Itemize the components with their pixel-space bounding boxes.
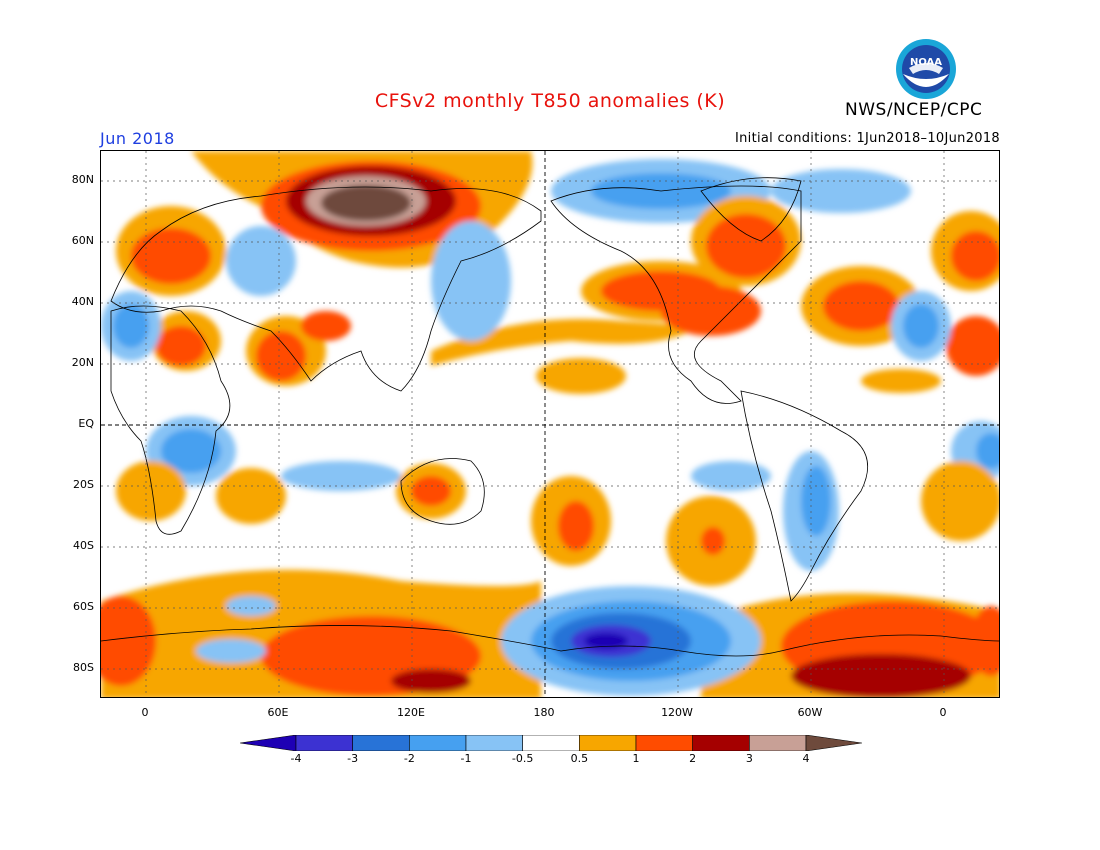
lat-label: 40S (73, 539, 94, 552)
equator-dateline (101, 151, 999, 697)
lon-label: 60E (267, 706, 289, 719)
colorbar-tick-label: 0.5 (570, 752, 589, 765)
max-warm-arctic (321, 185, 411, 221)
colorbar-tick-label: -4 (290, 752, 302, 765)
europe-asia-outline (110, 186, 542, 392)
initial-conditions: Initial conditions: 1Jun2018–10Jun2018 (734, 131, 1000, 146)
agency-label: NWS/NCEP/CPC (845, 100, 983, 120)
lon-label: 120E (397, 706, 425, 719)
greenland-outline (700, 177, 802, 242)
lon-label: 0 (141, 706, 149, 719)
colorbar-segment (352, 735, 410, 751)
colorbar-tick-label: 4 (802, 752, 810, 765)
colorbar-tick-label: -0.5 (511, 752, 534, 765)
lon-label: 180 (533, 706, 555, 719)
lat-label: 80N (71, 173, 94, 186)
lat-label: 60S (73, 600, 94, 613)
antarctica-outline (101, 625, 999, 657)
australia-outline (400, 458, 485, 525)
lat-label: EQ (78, 417, 94, 430)
colorbar-low-arrow (240, 735, 297, 751)
colorbar-segment (409, 735, 467, 751)
colorbar-segment (579, 735, 637, 751)
coastlines (101, 177, 999, 657)
lat-label: 80S (73, 661, 94, 674)
colorbar-segment (522, 735, 580, 751)
lat-label: 20N (71, 356, 94, 369)
colorbar-segment (749, 735, 807, 751)
colorbar-segment (295, 735, 353, 751)
cool-anomaly-asia (431, 221, 511, 341)
colorbar-tick-label: 2 (689, 752, 697, 765)
colorbar-segment (465, 735, 523, 751)
noaa-logo: NOAA (896, 39, 956, 99)
colorbar-segment (635, 735, 693, 751)
colorbar-tick-label: 1 (632, 752, 640, 765)
anomaly-shading (101, 151, 999, 697)
lat-label: 20S (73, 478, 94, 491)
lon-label: 0 (939, 706, 947, 719)
lon-label: 120W (661, 706, 693, 719)
colorbar-tick-label: -1 (460, 752, 472, 765)
colorbar-tick-label: 3 (745, 752, 753, 765)
noaa-logo-text: NOAA (910, 57, 942, 68)
month-label: Jun 2018 (100, 129, 175, 148)
lon-label: 60W (797, 706, 823, 719)
grid (101, 151, 999, 697)
lat-label: 60N (71, 234, 94, 247)
colorbar-segment (692, 735, 750, 751)
colorbar (240, 735, 862, 751)
africa-outline (110, 305, 231, 535)
chart-title: CFSv2 monthly T850 anomalies (K) (374, 90, 726, 112)
map-canvas (101, 151, 999, 697)
colorbar-tick-label: -3 (347, 752, 359, 765)
lat-label: 40N (71, 295, 94, 308)
anomaly-map (100, 150, 1000, 698)
colorbar-tick-label: -2 (403, 752, 415, 765)
colorbar-high-arrow (805, 735, 862, 751)
